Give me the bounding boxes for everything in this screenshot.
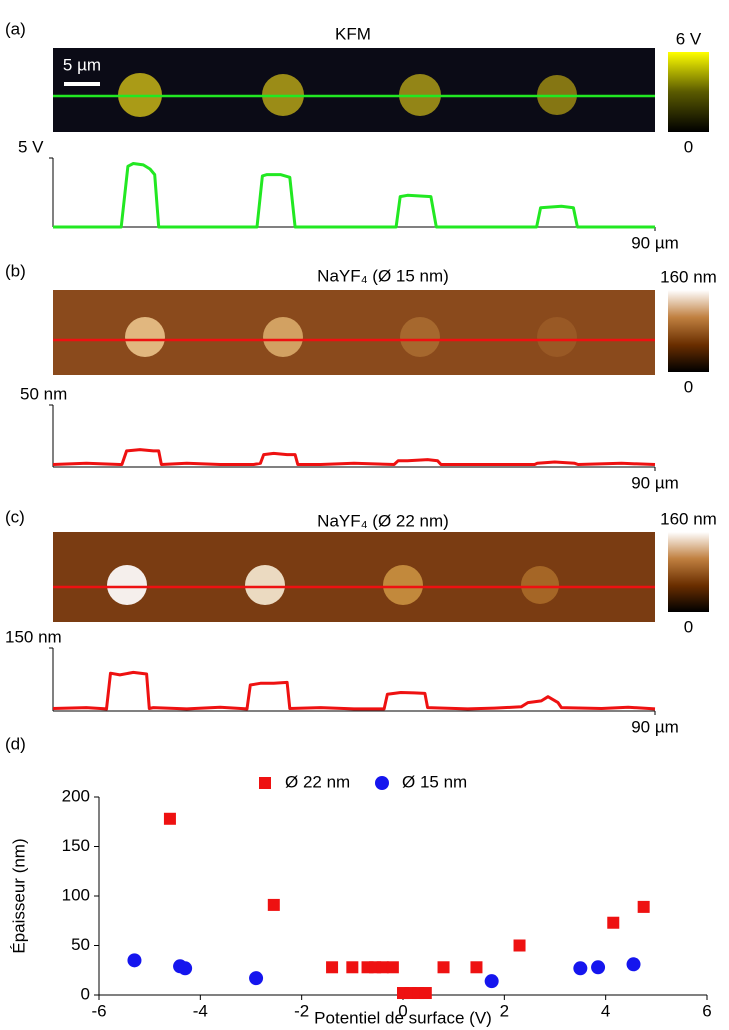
- scale-bar-label: 5 µm: [63, 55, 101, 74]
- y-tick-label: 150: [62, 836, 90, 855]
- x-tick-label: 4: [601, 1001, 610, 1020]
- point: [267, 898, 280, 911]
- point: [376, 961, 389, 974]
- colorbar-label: 160 nm: [660, 267, 717, 286]
- colorbar-label: 0: [684, 137, 693, 156]
- x-tick-label: 90 µm: [631, 473, 679, 492]
- panel-title: NaYF₄ (Ø 15 nm): [317, 266, 449, 285]
- panel-label: (c): [5, 507, 25, 526]
- point: [326, 961, 339, 974]
- point: [626, 957, 641, 972]
- y-tick-label: 50: [71, 935, 90, 954]
- panel-label: (d): [5, 734, 26, 753]
- legend-label: Ø 15 nm: [402, 772, 467, 791]
- point: [607, 916, 620, 929]
- panel-title: NaYF₄ (Ø 22 nm): [317, 511, 449, 530]
- map-dot: [125, 317, 165, 357]
- legend-label: Ø 22 nm: [285, 772, 350, 791]
- point: [437, 961, 450, 974]
- y-tick-label: 200: [62, 786, 90, 805]
- map-dot: [537, 317, 577, 357]
- map-dot: [400, 317, 440, 357]
- colorbar: [668, 290, 709, 372]
- point: [470, 961, 483, 974]
- panel-title: KFM: [335, 24, 371, 43]
- y-axis-title: Épaisseur (nm): [9, 838, 28, 953]
- x-tick-label: -6: [91, 1001, 106, 1020]
- panel-label: (a): [5, 19, 26, 38]
- map-dot: [263, 317, 303, 357]
- point: [127, 953, 142, 968]
- x-tick-label: 2: [500, 1001, 509, 1020]
- y-tick-label: 5 V: [18, 137, 44, 156]
- point: [484, 974, 499, 989]
- colorbar-label: 0: [684, 617, 693, 636]
- point: [419, 987, 432, 1000]
- colorbar-label: 0: [684, 377, 693, 396]
- point: [178, 961, 193, 976]
- x-tick-label: 90 µm: [631, 233, 679, 252]
- colorbar: [668, 532, 709, 612]
- profile-line: [53, 162, 655, 229]
- y-tick-label: 50 nm: [20, 384, 67, 403]
- map-dot: [107, 565, 147, 605]
- map-dot: [383, 565, 423, 605]
- x-axis-title: Potentiel de surface (V): [314, 1008, 492, 1027]
- y-tick-label: 0: [81, 984, 90, 1003]
- point: [346, 961, 359, 974]
- x-tick-label: -2: [294, 1001, 309, 1020]
- legend-symbol: [375, 776, 389, 790]
- y-tick-label: 100: [62, 885, 90, 904]
- colorbar-label: 6 V: [676, 29, 702, 48]
- map-dot: [245, 565, 285, 605]
- y-tick-label: 150 nm: [5, 627, 62, 646]
- legend-symbol: [259, 777, 271, 789]
- point: [386, 961, 399, 974]
- panel-label: (b): [5, 261, 26, 280]
- x-tick-label: 90 µm: [631, 717, 679, 736]
- point: [591, 960, 606, 975]
- colorbar: [668, 52, 709, 132]
- point: [573, 961, 588, 976]
- point: [249, 971, 264, 986]
- point: [163, 812, 176, 825]
- profile-line: [52, 670, 656, 711]
- x-tick-label: 6: [702, 1001, 711, 1020]
- map-dot: [521, 566, 559, 604]
- point: [637, 900, 650, 913]
- profile-line: [52, 448, 656, 466]
- colorbar-label: 160 nm: [660, 509, 717, 528]
- x-tick-label: -4: [193, 1001, 208, 1020]
- point: [513, 939, 526, 952]
- x-tick-label: 0: [398, 1001, 407, 1020]
